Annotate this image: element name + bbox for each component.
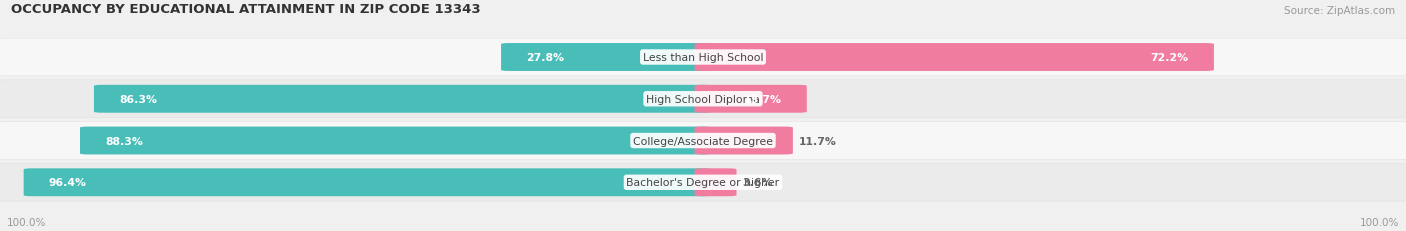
FancyBboxPatch shape [0, 81, 1406, 118]
FancyBboxPatch shape [695, 127, 793, 155]
Text: 96.4%: 96.4% [49, 177, 87, 188]
FancyBboxPatch shape [80, 127, 711, 155]
FancyBboxPatch shape [0, 39, 1406, 76]
FancyBboxPatch shape [24, 169, 711, 196]
Text: 86.3%: 86.3% [120, 94, 157, 104]
FancyBboxPatch shape [0, 164, 1406, 201]
FancyBboxPatch shape [94, 85, 711, 113]
Text: College/Associate Degree: College/Associate Degree [633, 136, 773, 146]
Text: High School Diploma: High School Diploma [647, 94, 759, 104]
FancyBboxPatch shape [695, 44, 1213, 72]
FancyBboxPatch shape [501, 44, 711, 72]
Text: OCCUPANCY BY EDUCATIONAL ATTAINMENT IN ZIP CODE 13343: OCCUPANCY BY EDUCATIONAL ATTAINMENT IN Z… [11, 3, 481, 16]
Text: 13.7%: 13.7% [744, 94, 782, 104]
FancyBboxPatch shape [695, 169, 737, 196]
FancyBboxPatch shape [695, 85, 807, 113]
Text: 100.0%: 100.0% [1360, 217, 1399, 227]
Text: 27.8%: 27.8% [526, 53, 564, 63]
Text: Bachelor's Degree or higher: Bachelor's Degree or higher [627, 177, 779, 188]
Text: 11.7%: 11.7% [799, 136, 837, 146]
Text: 88.3%: 88.3% [105, 136, 143, 146]
Text: 72.2%: 72.2% [1150, 53, 1188, 63]
Text: 3.6%: 3.6% [742, 177, 773, 188]
Text: Source: ZipAtlas.com: Source: ZipAtlas.com [1284, 6, 1395, 16]
Text: Less than High School: Less than High School [643, 53, 763, 63]
Text: 100.0%: 100.0% [7, 217, 46, 227]
FancyBboxPatch shape [0, 122, 1406, 160]
